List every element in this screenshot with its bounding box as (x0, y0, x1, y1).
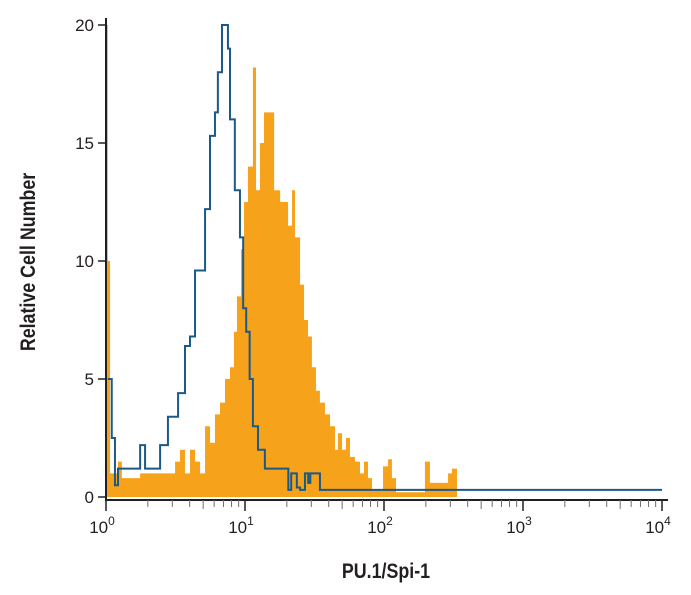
x-ticks: 100 101 102 103 104 (89, 500, 671, 537)
x-tick-label: 104 (645, 514, 671, 537)
y-tick-label: 15 (75, 134, 94, 153)
y-tick-label: 20 (75, 16, 94, 35)
histogram-filled-series (106, 25, 457, 497)
y-ticks: 0 5 10 15 20 (75, 16, 106, 507)
y-tick-label: 0 (85, 488, 94, 507)
y-tick-label: 10 (75, 252, 94, 271)
y-tick-label: 5 (85, 370, 94, 389)
x-tick-label: 101 (228, 514, 254, 537)
histogram-outline-series (107, 24, 662, 491)
x-tick-label: 100 (89, 514, 115, 537)
y-axis-label: Relative Cell Number (17, 172, 41, 351)
plot-marks (106, 24, 662, 497)
x-tick-label: 103 (506, 514, 532, 537)
x-axis-label: PU.1/Spi-1 (342, 560, 430, 584)
x-tick-label: 102 (367, 514, 393, 537)
